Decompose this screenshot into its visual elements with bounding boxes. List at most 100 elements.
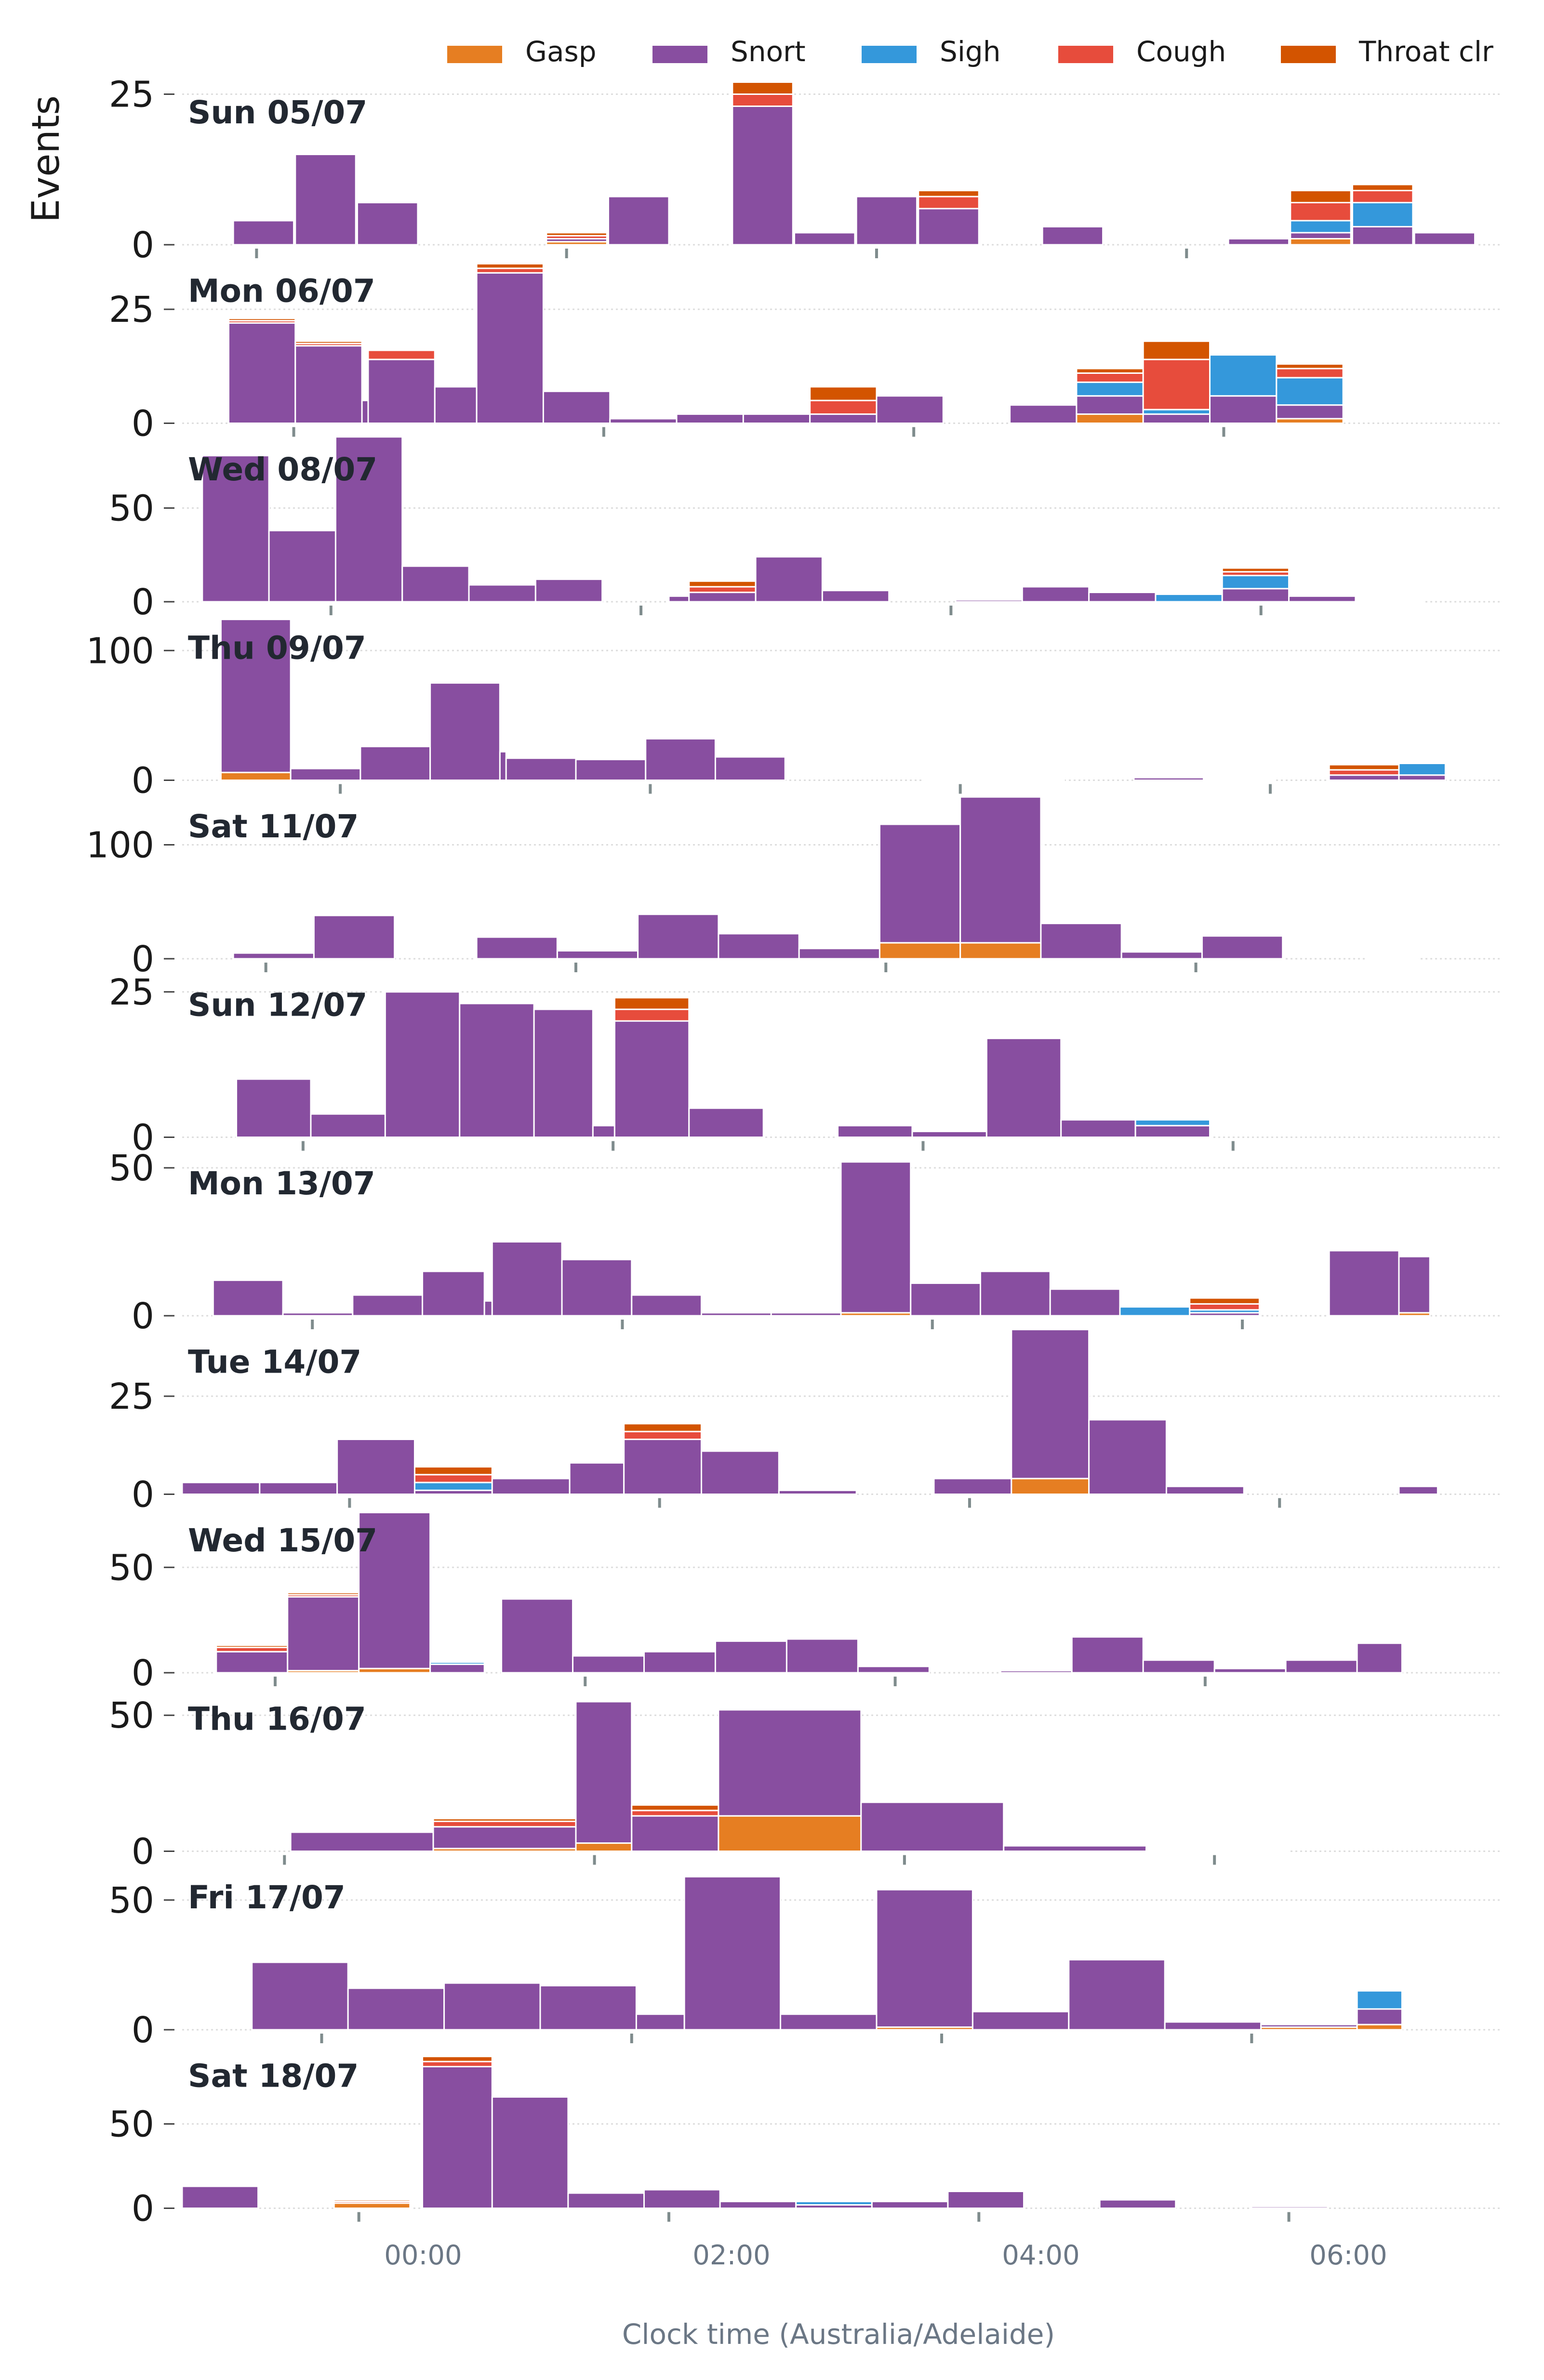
y-tick-label: 25	[109, 972, 154, 1013]
bar-throat-clr	[1351, 184, 1414, 191]
bar-throat-clr	[1189, 1297, 1260, 1305]
bar-snort	[569, 1462, 625, 1495]
legend-swatch-snort	[652, 46, 707, 63]
y-tick-label: 50	[109, 1880, 154, 1921]
y-tick-label: 25	[109, 289, 154, 331]
bar-snort	[505, 757, 577, 781]
bar-snort	[798, 948, 880, 960]
bar-snort	[294, 345, 363, 424]
bar-snort	[290, 1831, 434, 1852]
y-tick-label: 50	[109, 488, 154, 529]
bar-throat-clr	[422, 2056, 493, 2063]
bar-snort	[501, 1598, 574, 1674]
bar-snort	[1398, 1256, 1431, 1314]
bar-cough	[1145, 1848, 1290, 1851]
bar-snort	[422, 1270, 485, 1317]
bar-sigh	[1119, 1306, 1191, 1317]
bar-snort	[1049, 1288, 1121, 1317]
bar-snort	[1285, 1659, 1358, 1674]
bar-snort	[1071, 1636, 1144, 1674]
bar-snort	[785, 1638, 859, 1674]
bar-snort	[683, 1876, 782, 2031]
legend: Gasp Snort Sigh Cough Throat clr	[447, 35, 1493, 68]
bar-snort	[1076, 395, 1144, 415]
bar-snort	[718, 933, 800, 960]
bar-cough	[1290, 202, 1352, 222]
bar-snort	[468, 584, 536, 603]
y-tick-label: 25	[109, 74, 154, 116]
bar-snort	[556, 950, 639, 960]
bar-snort	[1003, 1845, 1147, 1852]
bar-snort	[1351, 226, 1414, 246]
bar-cough	[623, 1430, 703, 1441]
bar-snort	[236, 1078, 312, 1138]
y-tick-label: 25	[109, 1376, 154, 1417]
x-tick-label: 00:00	[384, 2240, 462, 2271]
y-tick-label: 100	[86, 825, 154, 866]
legend-label-gasp: Gasp	[525, 35, 597, 68]
y-axis-label: Events	[25, 95, 68, 223]
bar-snort	[911, 1130, 987, 1138]
bar-snort	[282, 1312, 354, 1317]
bar-snort	[643, 1651, 716, 1674]
bar-snort	[1356, 2008, 1403, 2025]
bar-snort	[592, 1124, 615, 1138]
day-label: Sun 05/07	[188, 94, 367, 131]
bar-snort	[1328, 774, 1400, 781]
legend-label-sigh: Sigh	[940, 35, 1001, 68]
bar-snort	[794, 232, 856, 246]
bar-gasp	[575, 1842, 633, 1852]
legend-item-cough: Cough	[1058, 35, 1226, 68]
bar-snort	[1356, 1642, 1403, 1674]
legend-item-gasp: Gasp	[447, 35, 597, 68]
day-label: Mon 06/07	[188, 273, 375, 310]
panel-sat-11-07: 0 100 Sat 11/07	[86, 796, 1500, 980]
y-tick-label: 0	[132, 1474, 154, 1516]
panel-mon-13-07: 0 50 Mon 13/07	[109, 1148, 1500, 1337]
bar-throat-clr	[294, 340, 363, 344]
bar-snort	[491, 1478, 571, 1495]
y-tick-label: 0	[132, 939, 154, 980]
bar-snort	[999, 1670, 1073, 1674]
legend-swatch-throat-clr	[1281, 46, 1336, 63]
bar-snort	[491, 2096, 569, 2209]
legend-swatch-gasp	[447, 46, 502, 63]
bar-snort	[359, 746, 431, 781]
y-tick-label: 0	[132, 2188, 154, 2230]
bar-cough	[732, 93, 794, 107]
bar-snort	[181, 1481, 261, 1495]
bar-snort	[755, 556, 823, 603]
bar-snort	[1413, 232, 1476, 246]
bar-sigh	[429, 1661, 485, 1665]
bar-snort	[401, 565, 470, 603]
bar-snort	[232, 952, 315, 960]
bar-cough	[809, 399, 878, 415]
bar-cough	[1142, 358, 1211, 410]
day-label: Mon 13/07	[188, 1165, 375, 1202]
bar-throat-clr	[287, 1592, 360, 1596]
bar-snort	[232, 220, 295, 246]
bar-snort	[732, 106, 794, 246]
bar-snort	[483, 1300, 493, 1317]
bar-snort	[1213, 1667, 1287, 1674]
bar-snort	[1060, 1119, 1136, 1138]
y-tick-label: 50	[109, 1695, 154, 1736]
bar-snort	[701, 1312, 772, 1317]
bar-sigh	[1134, 1119, 1211, 1126]
bar-snort	[1209, 395, 1278, 424]
bar-throat-clr	[227, 317, 296, 322]
bar-snort	[993, 777, 1065, 780]
panel-sat-18-07: 0 50 Sat 18/07	[109, 2056, 1500, 2230]
bar-throat-clr	[809, 386, 878, 401]
bar-snort	[491, 1241, 563, 1317]
bar-snort	[1142, 413, 1211, 424]
bar-snort	[979, 1270, 1051, 1317]
day-label: Sun 12/07	[188, 987, 367, 1024]
bar-snort	[575, 758, 647, 781]
bar-snort	[358, 1512, 431, 1669]
bar-snort	[1142, 1659, 1215, 1674]
bar-snort	[742, 413, 811, 424]
panel-tue-14-07: 0 25 Tue 14/07	[109, 1329, 1500, 1516]
bar-snort	[220, 619, 292, 773]
bar-snort	[1040, 923, 1122, 960]
